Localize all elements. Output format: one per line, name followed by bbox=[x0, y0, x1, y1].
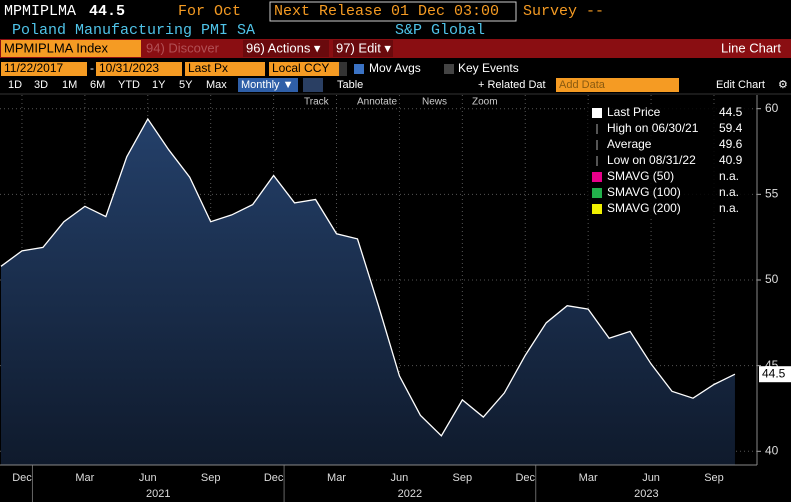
x-tick-label: Jun bbox=[642, 472, 660, 484]
ticker: MPMIPLMA bbox=[4, 3, 76, 20]
range-button[interactable]: 5Y bbox=[179, 79, 193, 91]
legend-label: Low on 08/31/22 bbox=[607, 153, 696, 167]
x-tick-label: Jun bbox=[391, 472, 409, 484]
range-button[interactable]: 1Y bbox=[152, 79, 166, 91]
add-data[interactable]: Add Data bbox=[559, 79, 606, 91]
frequency[interactable]: Monthly ▼ bbox=[241, 79, 293, 91]
frequency-bg bbox=[238, 78, 298, 92]
range-button[interactable]: 3D bbox=[34, 79, 48, 91]
legend-box bbox=[588, 104, 750, 218]
x-tick-label: Mar bbox=[75, 472, 94, 484]
x-tick-label: Jun bbox=[139, 472, 157, 484]
chart-tool[interactable]: Zoom bbox=[472, 97, 498, 108]
legend-label: Average bbox=[607, 137, 652, 151]
last-value-tag bbox=[759, 366, 791, 383]
actions-bg bbox=[243, 40, 329, 57]
legend-value: n.a. bbox=[719, 201, 739, 215]
discover[interactable]: 94) Discover bbox=[146, 40, 220, 55]
mov-avgs[interactable]: Mov Avgs bbox=[369, 61, 421, 75]
security-input[interactable]: MPMIPLMA Index bbox=[4, 40, 109, 55]
legend-swatch bbox=[592, 204, 602, 214]
range-button[interactable]: 1D bbox=[8, 79, 22, 91]
release-box bbox=[269, 1, 517, 22]
mov-avgs-check[interactable] bbox=[354, 64, 364, 74]
chart-type: Line Chart bbox=[721, 40, 781, 55]
x-tick-label: Sep bbox=[453, 472, 473, 484]
add-data-box[interactable] bbox=[556, 78, 679, 92]
range-button[interactable]: Max bbox=[206, 79, 227, 91]
menu-bar bbox=[0, 39, 791, 58]
legend-label: Last Price bbox=[607, 105, 661, 119]
x-tick-label: Sep bbox=[704, 472, 724, 484]
legend-label: SMAVG (50) bbox=[607, 169, 674, 183]
line-icon[interactable] bbox=[303, 78, 323, 92]
range-button[interactable]: YTD bbox=[118, 79, 140, 91]
y-tick-label: 60 bbox=[765, 101, 779, 115]
edit[interactable]: 97) Edit ▾ bbox=[336, 40, 391, 55]
legend-value: 59.4 bbox=[719, 121, 743, 135]
key-events[interactable]: Key Events bbox=[458, 61, 519, 75]
next-release: Next Release 01 Dec 03:00 bbox=[274, 3, 499, 20]
legend-value: n.a. bbox=[719, 185, 739, 199]
x-tick-label: Dec bbox=[12, 472, 32, 484]
x-tick-label: Dec bbox=[515, 472, 535, 484]
chart-tool[interactable]: Track bbox=[304, 97, 330, 108]
currency[interactable]: Local CCY bbox=[272, 61, 329, 75]
legend-value: 44.5 bbox=[719, 105, 743, 119]
related[interactable]: + Related Dat bbox=[478, 79, 546, 91]
range-button[interactable]: 6M bbox=[90, 79, 105, 91]
legend-label: SMAVG (100) bbox=[607, 185, 681, 199]
end-date[interactable]: 10/31/2023 bbox=[99, 61, 159, 75]
line bbox=[0, 117, 736, 437]
legend-value: n.a. bbox=[719, 169, 739, 183]
start-date[interactable]: 11/22/2017 bbox=[4, 61, 63, 75]
actions[interactable]: 96) Actions ▾ bbox=[246, 40, 321, 55]
x-tick-label: Dec bbox=[264, 472, 284, 484]
y-tick-label: 55 bbox=[765, 187, 779, 201]
legend-value: 49.6 bbox=[719, 137, 743, 151]
chart-tool[interactable]: News bbox=[422, 97, 447, 108]
field-box[interactable] bbox=[185, 62, 265, 76]
legend-swatch bbox=[592, 172, 602, 182]
header-value: 44.5 bbox=[89, 3, 125, 20]
edit-chart[interactable]: Edit Chart bbox=[716, 79, 765, 91]
range-button[interactable]: 1M bbox=[62, 79, 77, 91]
key-events-check[interactable] bbox=[444, 64, 454, 74]
ccy-box[interactable] bbox=[269, 62, 347, 76]
survey: Survey -- bbox=[523, 3, 604, 20]
x-tick-label: Sep bbox=[201, 472, 221, 484]
legend-swatch bbox=[592, 108, 602, 118]
area bbox=[1, 118, 735, 466]
table[interactable]: Table bbox=[337, 79, 363, 91]
source: S&P Global bbox=[395, 22, 485, 39]
svg-text:-: - bbox=[90, 61, 94, 75]
year-label: 2023 bbox=[634, 488, 658, 500]
ccy-drop[interactable] bbox=[339, 62, 347, 76]
security-field[interactable] bbox=[1, 40, 141, 57]
x-tick-label: Mar bbox=[327, 472, 346, 484]
last-value: 44.5 bbox=[762, 366, 786, 380]
y-tick-label: 40 bbox=[765, 443, 779, 457]
edit-bg bbox=[333, 40, 393, 57]
x-tick-label: Mar bbox=[579, 472, 598, 484]
period: For Oct bbox=[178, 3, 241, 20]
settings-icon[interactable]: ⚙ bbox=[778, 79, 788, 91]
y-tick-label: 50 bbox=[765, 272, 779, 286]
security-name: Poland Manufacturing PMI SA bbox=[12, 22, 255, 39]
chart-tool[interactable]: Annotate bbox=[357, 97, 397, 108]
start-field[interactable] bbox=[1, 62, 87, 76]
legend-value: 40.9 bbox=[719, 153, 743, 167]
legend-swatch bbox=[592, 188, 602, 198]
year-label: 2021 bbox=[146, 488, 170, 500]
end-field[interactable] bbox=[96, 62, 182, 76]
year-label: 2022 bbox=[398, 488, 422, 500]
legend-label: High on 06/30/21 bbox=[607, 121, 699, 135]
legend-label: SMAVG (200) bbox=[607, 201, 681, 215]
field[interactable]: Last Px bbox=[188, 61, 228, 75]
